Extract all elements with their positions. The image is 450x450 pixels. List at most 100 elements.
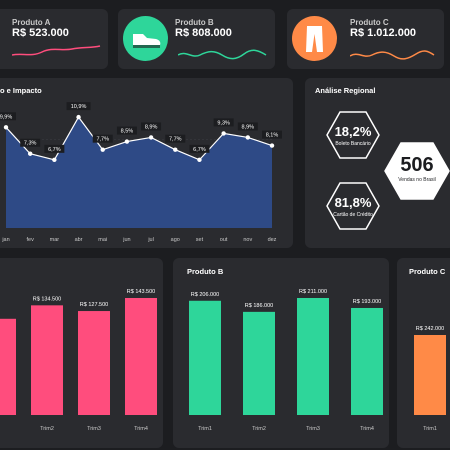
hexagon-boleto: [326, 111, 380, 159]
data-label: 8,9%: [145, 124, 158, 130]
x-tick-label: jan: [1, 237, 9, 243]
hexagon-cartao: [326, 182, 380, 230]
panel-title: Produto C: [409, 267, 446, 276]
data-label: 8,1%: [266, 133, 279, 139]
kpi-label: Produto B: [175, 18, 214, 27]
data-point: [269, 143, 275, 148]
data-label-bg: [92, 134, 113, 143]
panel-title: Produto B: [187, 267, 224, 276]
vendas-value: 506: [400, 154, 434, 176]
data-point: [3, 125, 9, 130]
data-point: [173, 147, 178, 152]
x-tick-label: abr: [75, 237, 83, 243]
kpi-card-produto-b: Produto B R$ 808.000: [118, 9, 275, 69]
bar-value-label: R$ 134.500: [33, 296, 61, 302]
data-point: [52, 157, 57, 163]
x-tick-label: dez: [268, 237, 277, 243]
bar-chart-a: R$ 134.500 Trim2 R$ 127.500 Trim3 R$ 143.500…: [0, 289, 157, 432]
x-tick-label: Trim2: [40, 426, 54, 432]
data-label: 9,9%: [0, 114, 12, 120]
kpi-sparkline-a: [12, 45, 101, 56]
data-label: 6,7%: [193, 147, 206, 153]
data-label: 7,7%: [96, 137, 109, 143]
bar: [78, 311, 110, 415]
data-label-bg: [262, 130, 282, 139]
vendas-label: Vendas no Brasil: [398, 177, 436, 183]
bar: [297, 298, 329, 415]
x-tick-label: jun: [122, 237, 130, 243]
regional-panel: Análise Regional 18,2% Boleto Bancário 8…: [305, 78, 450, 248]
data-point: [27, 151, 33, 156]
boleto-label: Boleto Bancário: [335, 141, 371, 147]
data-label-bg: [237, 122, 258, 131]
x-tick-label: set: [196, 237, 204, 243]
x-tick-label: mar: [50, 237, 60, 243]
data-label-bg: [116, 126, 137, 135]
x-tick-label: mai: [98, 237, 107, 243]
bar: [0, 318, 16, 415]
bar-value-label: R$ 211.000: [299, 289, 327, 295]
boleto-value: 18,2%: [334, 124, 372, 139]
panel-title: o e Impacto: [0, 86, 42, 95]
bar-panel-produto-b: Produto B R$ 206.000 Trim1 R$ 186.000 Trim2…: [173, 258, 389, 448]
data-point: [100, 147, 105, 152]
data-label-bg: [141, 122, 162, 131]
data-label-bg: [165, 134, 186, 143]
data-label-bg: [213, 118, 234, 127]
bar-value-label: R$ 206.000: [191, 292, 219, 298]
bar: [351, 307, 383, 415]
series-line: [5, 116, 273, 161]
bar-chart-c: R$ 242.000 Trim1: [414, 326, 446, 432]
area-chart-panel: o e Impacto 9,9% jan 7,3% fev 6,7% mar 10,9% ab…: [0, 78, 293, 248]
panel-title: Análise Regional: [315, 86, 376, 95]
data-label: 10,9%: [71, 104, 87, 110]
pants-icon: [292, 16, 337, 61]
kpi-card-produto-c: Produto C R$ 1.012.000: [287, 9, 444, 69]
data-label-bg: [189, 144, 210, 153]
data-point: [245, 135, 251, 140]
data-point: [221, 131, 226, 136]
x-tick-label: ago: [171, 237, 180, 243]
kpi-card-produto-a: Produto A R$ 523.000: [0, 9, 108, 69]
shoe-icon: [123, 16, 168, 61]
data-point: [124, 139, 130, 144]
kpi-value: R$ 523.000: [12, 27, 69, 39]
data-label: 9,3%: [217, 120, 230, 126]
bar-value-label: R$ 242.000: [416, 326, 444, 332]
x-tick-label: Trim2: [252, 426, 266, 432]
bar: [31, 305, 63, 415]
data-label: 6,7%: [48, 147, 61, 153]
data-point: [76, 114, 81, 120]
area-chart: 9,9% jan 7,3% fev 6,7% mar 10,9% abr 7,7% mai 8,5%…: [0, 102, 282, 243]
bar-panel-produto-a: R$ 134.500 Trim2 R$ 127.500 Trim3 R$ 143.500…: [0, 258, 163, 448]
x-tick-label: jul: [147, 237, 154, 243]
x-tick-label: Trim4: [134, 426, 148, 432]
kpi-value: R$ 808.000: [175, 27, 232, 39]
bar-panel-produto-c: Produto C R$ 242.000 Trim1: [397, 258, 450, 448]
data-label: 7,7%: [169, 137, 182, 143]
area-fill: [6, 117, 272, 228]
x-tick-label: Trim1: [198, 426, 212, 432]
kpi-sparkline-b: [178, 49, 267, 60]
bar: [243, 311, 275, 415]
data-label-bg: [66, 102, 91, 111]
data-label-bg: [20, 138, 41, 147]
kpi-label: Produto C: [350, 18, 389, 27]
x-tick-label: nov: [243, 237, 252, 243]
data-label: 7,3%: [24, 141, 37, 147]
kpi-sparkline-c: [350, 50, 435, 60]
bar-chart-b: R$ 206.000 Trim1 R$ 186.000 Trim2 R$ 211.000…: [189, 289, 383, 432]
bar-value-label: R$ 193.000: [353, 299, 381, 305]
cartao-value: 81,8%: [334, 195, 372, 210]
data-point: [197, 157, 202, 163]
hexagon-grid: [326, 111, 450, 230]
bar-value-label: R$ 127.500: [80, 302, 108, 308]
x-tick-label: fev: [27, 237, 35, 243]
hexagon-vendas: [384, 142, 450, 200]
x-tick-label: Trim4: [360, 426, 374, 432]
x-tick-label: Trim3: [87, 426, 101, 432]
kpi-value: R$ 1.012.000: [350, 27, 417, 39]
data-label: 8,9%: [242, 124, 255, 130]
bar: [414, 335, 446, 415]
kpi-label: Produto A: [12, 18, 51, 27]
